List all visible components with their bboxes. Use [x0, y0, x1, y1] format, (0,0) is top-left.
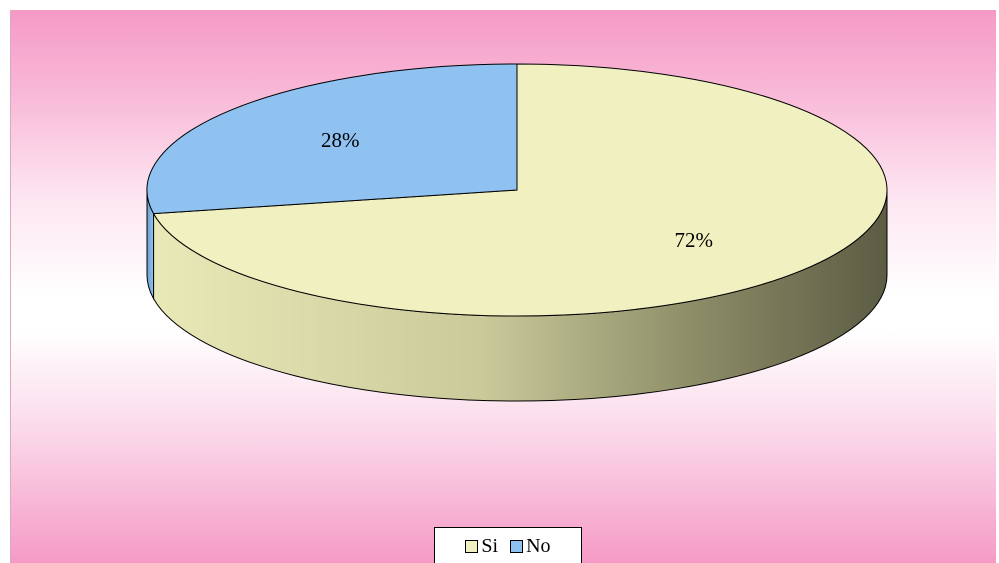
pie-tops — [146, 63, 888, 317]
slice-top-no — [146, 63, 518, 215]
pie-data-labels: 72% 28% — [321, 128, 713, 252]
legend: Si No — [434, 527, 582, 563]
chart-area: 72% 28% Si No — [10, 10, 996, 563]
data-label-no: 28% — [321, 128, 360, 152]
data-label-si: 72% — [675, 228, 714, 252]
legend-label-si: Si — [481, 535, 499, 557]
pie-chart: 72% 28% — [146, 63, 888, 402]
slice-top-si — [152, 63, 888, 317]
legend-item-no: No — [510, 535, 551, 558]
legend-swatch-si — [465, 540, 479, 553]
legend-item-si: Si — [465, 535, 498, 558]
legend-label-no: No — [526, 535, 551, 557]
legend-swatch-no — [510, 540, 524, 553]
